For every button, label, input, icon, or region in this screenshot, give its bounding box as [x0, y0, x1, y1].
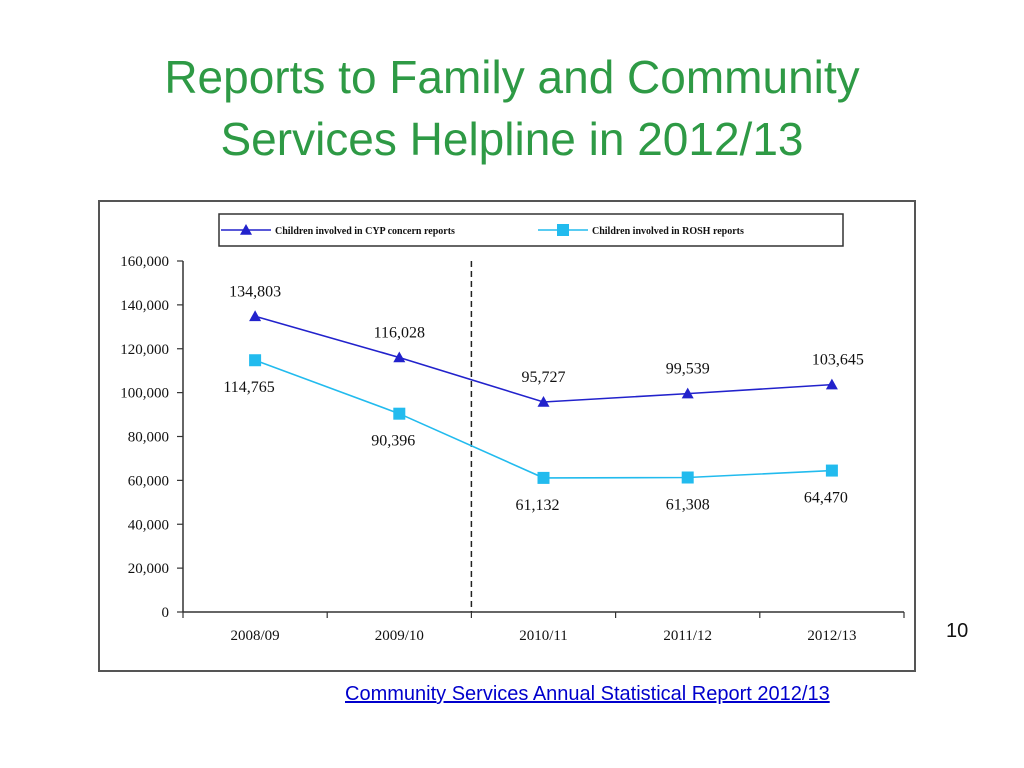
series-1-point [249, 310, 262, 322]
series-1-point [537, 395, 550, 407]
series-2-point [825, 464, 838, 477]
source-link[interactable]: Community Services Annual Statistical Re… [345, 683, 830, 705]
legend-box [218, 213, 844, 247]
slide-title: Reports to Family and Community Services… [60, 46, 964, 170]
x-tick-label: 2008/09 [231, 628, 280, 644]
x-tick-label: 2011/12 [663, 628, 712, 644]
series-1-data-label: 99,539 [666, 361, 710, 378]
page-number: 10 [946, 620, 969, 642]
y-tick-label: 100,000 [120, 386, 169, 402]
y-tick-label: 80,000 [128, 430, 169, 446]
series-2-point [249, 354, 262, 367]
legend-label: Children involved in CYP concern reports [275, 226, 455, 237]
legend-marker [240, 224, 252, 235]
legend-label: Children involved in ROSH reports [592, 226, 744, 237]
series-2-point [393, 407, 406, 420]
legend-marker [557, 224, 569, 236]
chart-frame [98, 200, 916, 672]
series-1-data-label: 95,727 [522, 369, 566, 386]
y-tick-label: 140,000 [120, 298, 169, 314]
series-line-1 [254, 315, 832, 403]
y-tick-label: 20,000 [128, 561, 169, 577]
legend: Children involved in CYP concern reports… [218, 213, 844, 247]
series-1-data-label: 134,803 [229, 283, 281, 300]
slide-title-line-1: Reports to Family and Community [164, 51, 860, 103]
series-2-data-label: 64,470 [804, 490, 848, 507]
series-1-data-label: 103,645 [812, 352, 864, 369]
series-2-point [681, 471, 694, 484]
x-tick-label: 2010/11 [519, 628, 568, 644]
series-1-point [825, 378, 838, 390]
chart-axes: 0 20,000 40,000 60,000 80,000 100,000 120,000 1… [120, 254, 905, 644]
series-2-data-label: 90,396 [371, 433, 415, 450]
y-tick-label: 60,000 [128, 473, 169, 489]
y-tick-label: 0 [162, 605, 170, 621]
series-1-data-label: 116,028 [374, 324, 425, 341]
slide-title-line-2: Services Helpline in 2012/13 [220, 113, 804, 165]
y-tick-label: 120,000 [120, 342, 169, 358]
x-tick-label: 2012/13 [807, 628, 856, 644]
series-2-data-label: 61,308 [666, 497, 710, 514]
series-1-point [393, 351, 406, 363]
chart-data-labels: 134,803 116,028 95,727 99,539 103,645 114,765… [223, 283, 864, 514]
y-tick-label: 40,000 [128, 517, 169, 533]
y-tick-label: 160,000 [120, 254, 169, 270]
series-1-point [681, 387, 694, 399]
x-tick-label: 2009/10 [375, 628, 424, 644]
line-chart: Children involved in CYP concern reports… [120, 213, 905, 644]
series-2-data-label: 114,765 [223, 379, 274, 396]
chart-series [249, 310, 838, 484]
series-2-point [537, 471, 550, 484]
series-2-data-label: 61,132 [516, 497, 560, 514]
